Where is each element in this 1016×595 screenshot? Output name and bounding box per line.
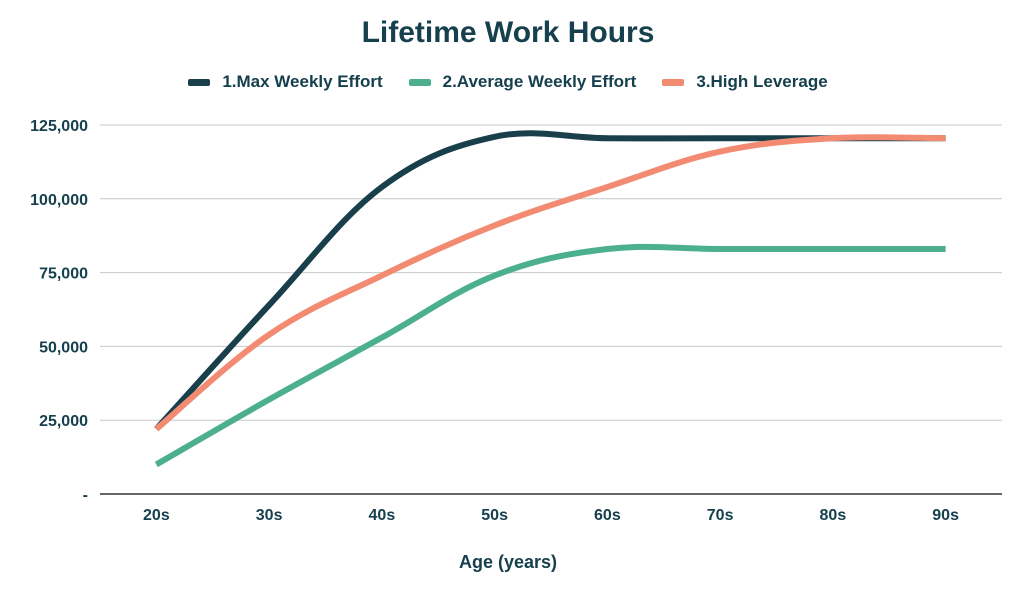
legend-item-average-weekly-effort: 2.Average Weekly Effort (408, 72, 637, 92)
y-tick-label: 50,000 (39, 339, 88, 356)
series-line-high-leverage (154, 134, 946, 432)
legend-label: 1.Max Weekly Effort (222, 72, 383, 91)
x-tick-label: 40s (369, 507, 396, 524)
x-tick-label: 80s (820, 507, 847, 524)
legend-item-high-leverage: 3.High Leverage (662, 72, 828, 92)
legend-swatch-high-leverage (662, 78, 685, 86)
y-tick-label: 75,000 (39, 266, 88, 283)
y-tick-label: 100,000 (30, 192, 88, 209)
legend-swatch-max-weekly-effort (188, 78, 211, 86)
legend-label: 3.High Leverage (696, 72, 828, 91)
legend-item-max-weekly-effort: 1.Max Weekly Effort (188, 72, 383, 92)
legend: 1.Max Weekly Effort 2.Average Weekly Eff… (0, 72, 1016, 92)
x-tick-label: 60s (594, 507, 621, 524)
x-tick-label: 20s (143, 507, 170, 524)
legend-label: 2.Average Weekly Effort (442, 72, 637, 91)
x-tick-label: 30s (256, 507, 283, 524)
series-line-average-weekly-effort (154, 243, 946, 468)
x-tick-label: 70s (707, 507, 734, 524)
chart-title: Lifetime Work Hours (361, 16, 655, 49)
series-line-max-weekly-effort (154, 130, 946, 432)
y-tick-label: 25,000 (39, 413, 88, 430)
y-tick-label: 125,000 (30, 118, 88, 135)
x-tick-label: 50s (481, 507, 508, 524)
y-tick-label: - (83, 487, 88, 504)
x-axis-label: Age (years) (458, 552, 558, 572)
legend-swatch-average-weekly-effort (408, 78, 431, 86)
x-tick-label: 90s (932, 507, 959, 524)
